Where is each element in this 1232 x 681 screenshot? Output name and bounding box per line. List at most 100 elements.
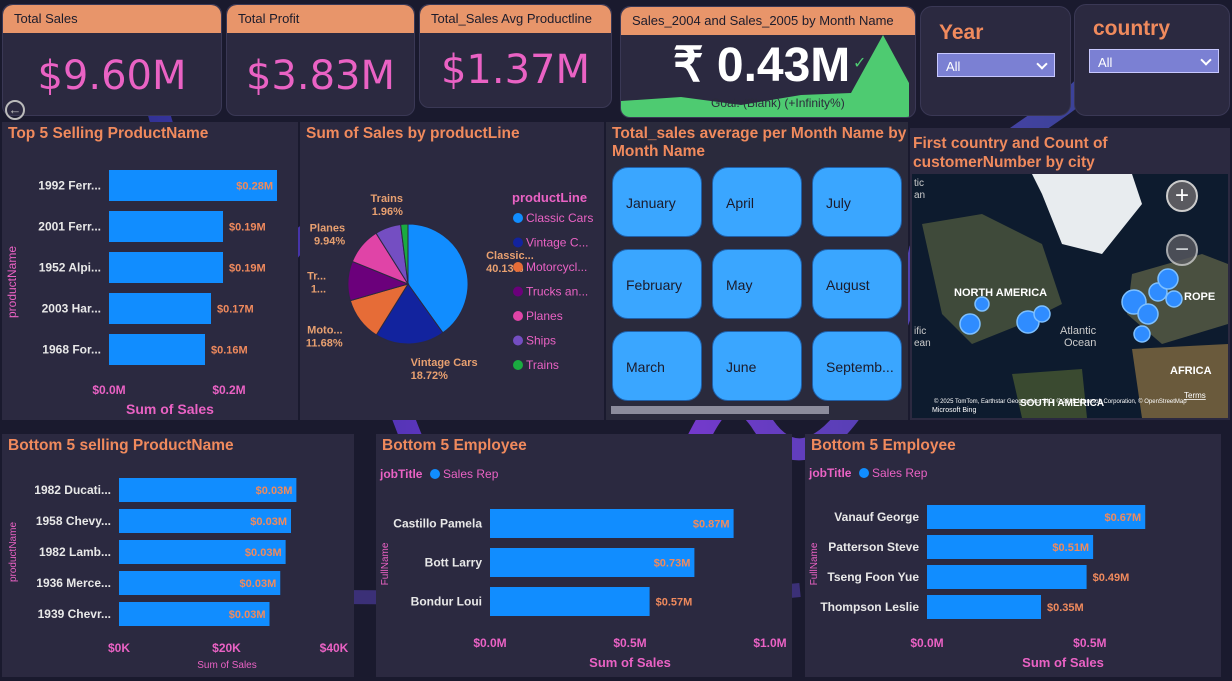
legend-title: jobTitle — [808, 466, 852, 480]
city-bubble[interactable] — [1157, 268, 1179, 290]
month-tile[interactable]: April — [712, 167, 802, 237]
city-bubble[interactable] — [959, 313, 981, 335]
legend-item[interactable]: Motorcycl... — [526, 260, 587, 274]
legend-item[interactable]: Vintage C... — [526, 236, 588, 250]
y-axis-label: productName — [5, 246, 19, 318]
zoom-out-button[interactable]: − — [1166, 234, 1198, 266]
map-label: Atlantic — [1060, 325, 1097, 337]
legend-marker — [513, 360, 523, 370]
slice-percent: 18.72% — [411, 370, 449, 382]
category-label: 1968 For... — [42, 343, 101, 357]
data-label: $0.03M — [240, 578, 277, 590]
x-tick-label: $20K — [212, 641, 241, 655]
bar[interactable] — [119, 602, 270, 626]
country-slicer: country All — [1074, 4, 1230, 116]
category-label: Thompson Leslie — [820, 600, 919, 614]
category-label: Castillo Pamela — [393, 517, 482, 531]
legend-item[interactable]: Trains — [526, 358, 559, 372]
kpi-value: $9.60M — [37, 53, 187, 99]
terms-link[interactable]: Terms — [1184, 391, 1206, 400]
kpi-title: Total_Sales Avg Productline — [420, 5, 611, 33]
employee-bar-svg: jobTitle Sales Rep FullName Sum of Sales… — [808, 466, 1146, 670]
kpi-card-total-sales: Total Sales $9.60M — [2, 4, 222, 116]
chart-title: First country and Count of customerNumbe… — [913, 135, 1108, 171]
month-tile[interactable]: Septemb... — [812, 331, 902, 401]
map-label: tic — [914, 178, 924, 189]
category-label: Tseng Foon Yue — [827, 570, 919, 584]
map-label: NORTH AMERICA — [954, 287, 1047, 299]
month-tile[interactable]: August — [812, 249, 902, 319]
x-tick-label: $0.5M — [1073, 636, 1106, 650]
bar[interactable] — [109, 211, 223, 242]
month-tile[interactable]: February — [612, 249, 702, 319]
x-tick-label: $0.0M — [910, 636, 943, 650]
x-tick-label: $0.0M — [92, 383, 125, 397]
slice-percent: 9.94% — [314, 235, 345, 247]
x-tick-label: $40K — [320, 641, 349, 655]
productline-pie-chart: Sum of Sales by productLine productLine … — [300, 122, 604, 420]
map-label: Ocean — [1064, 337, 1096, 349]
month-tile[interactable]: June — [712, 331, 802, 401]
data-label: $0.03M — [245, 547, 282, 559]
year-dropdown[interactable]: All — [937, 53, 1055, 77]
south-america-land — [1012, 369, 1087, 418]
x-tick-label: $0.2M — [212, 383, 245, 397]
category-label: Patterson Steve — [828, 540, 919, 554]
legend-marker — [513, 286, 523, 297]
data-label: $0.73M — [654, 558, 691, 570]
legend-item[interactable]: Ships — [526, 334, 556, 348]
legend-item[interactable]: Classic Cars — [526, 211, 593, 225]
bottom5-bar-svg: productName Sum of Sales 1982 Ducati... $… — [8, 478, 349, 671]
city-bubble[interactable] — [1165, 290, 1183, 308]
slice-label: Vintage Cars — [411, 357, 478, 369]
bar[interactable] — [927, 595, 1041, 619]
data-label: $0.57M — [656, 597, 693, 609]
data-label: $0.19M — [229, 222, 266, 234]
month-tile[interactable]: January — [612, 167, 702, 237]
check-icon: ✓ — [853, 55, 867, 72]
bottom5-employee-chart-2: Bottom 5 Employee jobTitle Sales Rep Ful… — [805, 434, 1221, 677]
data-label: $0.49M — [1093, 572, 1130, 584]
city-bubble[interactable] — [1137, 303, 1159, 325]
city-bubble[interactable] — [1033, 305, 1051, 323]
map-attribution: © 2025 TomTom, Earthstar Geographics SIO… — [934, 398, 1187, 405]
legend-item[interactable]: Planes — [526, 309, 563, 323]
slice-label: Trains — [371, 193, 403, 205]
kpi-value: $1.37M — [440, 47, 591, 93]
map-label: ROPE — [1184, 291, 1215, 303]
top5-products-chart: Top 5 Selling ProductName productName Su… — [2, 122, 298, 420]
bar[interactable] — [490, 587, 650, 616]
kpi-title: Total Sales — [3, 5, 221, 33]
legend-marker — [513, 262, 523, 272]
y-axis-label: FullName — [380, 542, 391, 585]
bar[interactable] — [109, 252, 223, 283]
data-label: $0.87M — [693, 519, 730, 531]
legend-title: productLine — [512, 190, 587, 205]
slicer-title: Year — [939, 21, 984, 44]
horizontal-scrollbar[interactable] — [611, 406, 829, 414]
data-label: $0.67M — [1105, 512, 1142, 524]
legend-item[interactable]: Trucks an... — [526, 285, 588, 299]
legend-marker — [513, 311, 523, 321]
country-dropdown[interactable]: All — [1089, 49, 1219, 73]
city-bubble[interactable] — [974, 296, 990, 312]
slice-percent: 11.68% — [306, 337, 343, 349]
back-arrow-icon[interactable]: ← — [5, 100, 25, 120]
data-label: $0.16M — [211, 345, 248, 357]
legend-item: Sales Rep — [443, 467, 499, 481]
slice-label: Tr... — [307, 271, 326, 283]
category-label: 1939 Chevr... — [38, 607, 111, 621]
data-label: $0.19M — [229, 263, 266, 275]
city-bubble[interactable] — [1133, 325, 1151, 343]
bar[interactable] — [927, 565, 1087, 589]
category-label: Vanauf George — [834, 510, 919, 524]
bar[interactable] — [109, 293, 211, 324]
month-tile[interactable]: July — [812, 167, 902, 237]
month-tile[interactable]: May — [712, 249, 802, 319]
bar[interactable] — [109, 334, 205, 365]
zoom-in-button[interactable]: + — [1166, 180, 1198, 212]
x-axis-label: Sum of Sales — [197, 660, 256, 671]
kpi-value: ₹ 0.43M — [673, 39, 851, 92]
category-label: 1982 Lamb... — [39, 545, 111, 559]
month-tile[interactable]: March — [612, 331, 702, 401]
